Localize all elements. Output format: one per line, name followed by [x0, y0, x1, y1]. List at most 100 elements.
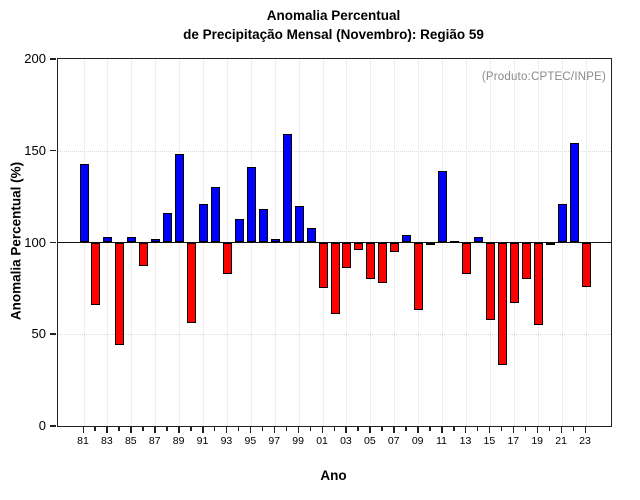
- bar-09: [414, 242, 424, 311]
- y-tick-0: [50, 425, 56, 427]
- x-tick-label: 07: [387, 435, 400, 447]
- bar-82: [91, 242, 101, 305]
- bar-88: [163, 213, 173, 243]
- x-tick: [178, 427, 180, 433]
- h-gridline-150: [58, 150, 611, 152]
- x-tick: [118, 427, 120, 431]
- y-tick-150: [50, 149, 56, 152]
- bar-95: [246, 167, 256, 243]
- bar-15: [485, 242, 495, 320]
- chart-title-line2: de Precipitação Mensal (Novembro): Regiã…: [183, 27, 484, 42]
- bar-22: [569, 143, 579, 243]
- x-tick: [261, 427, 264, 431]
- bar-84: [115, 242, 125, 346]
- bar-10: [426, 242, 436, 245]
- bar-97: [270, 238, 280, 243]
- x-tick: [488, 427, 491, 433]
- h-gridline-50: [58, 334, 611, 336]
- bar-87: [151, 238, 161, 243]
- x-tick-label: 23: [579, 435, 591, 447]
- bar-86: [139, 242, 149, 267]
- x-tick-label: 85: [124, 435, 137, 447]
- x-tick-label: 11: [436, 435, 448, 447]
- x-tick: [249, 427, 252, 433]
- x-tick: [237, 427, 240, 431]
- bar-23: [581, 242, 591, 287]
- x-tick: [190, 427, 192, 431]
- x-tick: [357, 427, 359, 431]
- bar-01: [318, 242, 328, 289]
- bar-06: [378, 242, 388, 283]
- x-tick-label: 87: [148, 435, 161, 447]
- bar-91: [199, 203, 209, 243]
- x-tick: [429, 427, 431, 431]
- bar-08: [402, 235, 412, 243]
- bar-94: [234, 218, 244, 243]
- x-tick-label: 99: [292, 435, 304, 447]
- x-tick-label: 05: [364, 435, 376, 447]
- bar-20: [545, 242, 555, 245]
- x-tick: [94, 427, 96, 431]
- bar-92: [210, 187, 220, 243]
- x-tick: [381, 427, 383, 431]
- bar-00: [306, 227, 316, 243]
- bar-98: [282, 134, 292, 243]
- x-tick-label: 95: [244, 435, 257, 447]
- bar-99: [294, 205, 304, 243]
- x-tick: [572, 427, 575, 431]
- x-tick: [536, 427, 539, 433]
- x-tick: [464, 427, 467, 433]
- bar-16: [497, 242, 507, 366]
- bar-12: [450, 240, 460, 243]
- bar-81: [79, 163, 89, 243]
- x-tick-label: 01: [316, 435, 328, 447]
- x-tick: [202, 427, 204, 433]
- x-tick-label: 21: [555, 435, 567, 447]
- bar-90: [187, 242, 197, 324]
- y-tick-50: [50, 333, 56, 335]
- bar-17: [509, 242, 519, 304]
- x-tick: [500, 427, 503, 431]
- x-axis-title: Ano: [320, 468, 347, 483]
- x-tick: [417, 427, 419, 433]
- x-tick: [82, 427, 84, 433]
- chart-title-line1: Anomalia Percentual: [266, 8, 401, 23]
- bar-21: [557, 203, 567, 243]
- x-tick: [405, 427, 407, 431]
- x-tick: [476, 427, 479, 431]
- producer-annotation: (Produto:CPTEC/INPE): [481, 71, 606, 83]
- chart-title: Anomalia Percentual de Precipitação Mens…: [57, 6, 610, 44]
- x-tick: [584, 427, 586, 433]
- x-tick-label: 17: [507, 435, 520, 447]
- x-tick: [213, 427, 216, 431]
- bar-05: [366, 242, 376, 280]
- x-tick-label: 97: [268, 435, 281, 447]
- y-tick-label: 150: [24, 142, 46, 158]
- x-tick: [345, 427, 347, 433]
- bar-19: [533, 242, 543, 326]
- bar-11: [438, 170, 448, 243]
- x-tick-label: 91: [196, 435, 209, 447]
- bar-13: [461, 242, 471, 274]
- x-tick: [321, 427, 324, 433]
- x-tick: [297, 427, 300, 433]
- y-tick-label: 200: [24, 51, 46, 66]
- x-tick: [512, 427, 515, 433]
- x-tick: [285, 427, 288, 431]
- bar-02: [330, 242, 340, 315]
- plot-area: (Produto:CPTEC/INPE): [57, 58, 612, 427]
- x-tick: [369, 427, 371, 433]
- bar-18: [521, 242, 531, 280]
- bar-89: [175, 154, 185, 243]
- x-tick: [106, 427, 108, 433]
- y-tick-200: [50, 58, 56, 60]
- x-tick: [309, 427, 312, 431]
- y-tick-label: 50: [31, 326, 46, 342]
- y-tick-label: 100: [24, 234, 46, 250]
- x-tick: [142, 427, 144, 431]
- x-tick: [441, 427, 443, 433]
- y-tick-100: [50, 241, 56, 243]
- x-tick: [560, 427, 563, 433]
- x-tick-label: 15: [483, 435, 496, 447]
